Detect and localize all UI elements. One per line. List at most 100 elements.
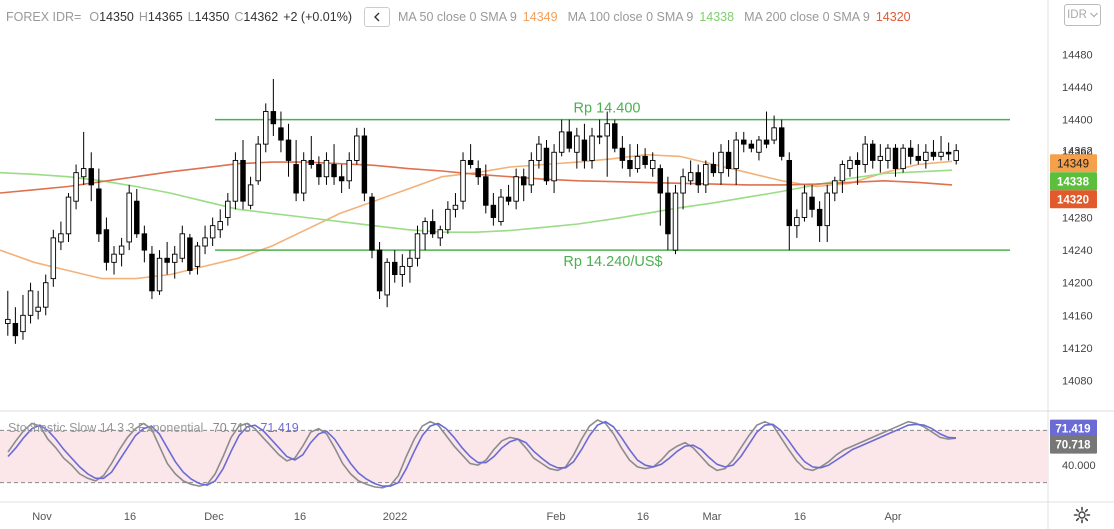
collapse-legend-button[interactable] <box>363 7 390 27</box>
candle-body[interactable] <box>695 172 701 186</box>
candle-body[interactable] <box>331 164 337 178</box>
candle-body[interactable] <box>505 196 512 202</box>
candle-body[interactable] <box>346 159 352 182</box>
candlesticks[interactable] <box>5 78 959 344</box>
candle-body[interactable] <box>513 176 519 202</box>
candle-body[interactable] <box>392 261 398 276</box>
candle-body[interactable] <box>437 229 443 239</box>
candle-body[interactable] <box>581 139 588 161</box>
candle-body[interactable] <box>642 155 648 165</box>
candle-body[interactable] <box>5 318 11 324</box>
candle-body[interactable] <box>88 168 94 186</box>
candle-body[interactable] <box>278 127 284 141</box>
currency-button[interactable]: IDR <box>1064 4 1101 26</box>
candle-body[interactable] <box>543 147 550 182</box>
candle-body[interactable] <box>657 168 664 194</box>
candle-body[interactable] <box>164 257 170 263</box>
candle-body[interactable] <box>376 249 383 292</box>
candle-body[interactable] <box>361 135 368 194</box>
candle-body[interactable] <box>498 196 504 223</box>
candle-body[interactable] <box>293 164 299 194</box>
candle-body[interactable] <box>612 123 618 149</box>
candle-body[interactable] <box>187 237 193 271</box>
candle-body[interactable] <box>475 168 481 178</box>
candle-body[interactable] <box>938 151 944 157</box>
candle-body[interactable] <box>338 176 345 182</box>
candle-body[interactable] <box>756 139 762 153</box>
candle-body[interactable] <box>452 204 459 210</box>
candle-body[interactable] <box>574 135 580 153</box>
candle-body[interactable] <box>171 253 178 263</box>
candle-body[interactable] <box>710 164 717 174</box>
candle-body[interactable] <box>634 155 641 170</box>
gear-icon[interactable] <box>1072 505 1092 525</box>
ma50-label[interactable]: MA 50 close 0 SMA 9 <box>397 10 517 24</box>
candle-body[interactable] <box>73 172 79 202</box>
candle-body[interactable] <box>134 200 140 235</box>
candle-body[interactable] <box>490 204 497 218</box>
candle-body[interactable] <box>627 159 633 170</box>
candle-body[interactable] <box>240 159 246 202</box>
candle-body[interactable] <box>900 147 906 170</box>
candle-body[interactable] <box>58 233 64 243</box>
candle-body[interactable] <box>915 155 921 161</box>
candle-body[interactable] <box>566 131 572 149</box>
candle-body[interactable] <box>225 200 231 218</box>
candle-body[interactable] <box>558 131 565 153</box>
candle-body[interactable] <box>778 127 785 157</box>
ma200-label[interactable]: MA 200 close 0 SMA 9 <box>744 10 870 24</box>
candle-body[interactable] <box>20 314 26 333</box>
support-resistance-lines[interactable]: Rp 14.400 Rp 14.240/US$ <box>215 101 1010 270</box>
candle-body[interactable] <box>907 147 914 157</box>
candle-body[interactable] <box>718 151 724 174</box>
candle-body[interactable] <box>27 290 34 316</box>
candle-body[interactable] <box>118 245 125 255</box>
candle-body[interactable] <box>445 208 451 231</box>
candle-body[interactable] <box>179 233 186 259</box>
candle-body[interactable] <box>870 143 876 161</box>
candle-body[interactable] <box>528 159 535 186</box>
candle-body[interactable] <box>536 143 542 161</box>
candle-body[interactable] <box>354 135 360 161</box>
candle-body[interactable] <box>43 282 49 308</box>
candle-body[interactable] <box>255 143 261 182</box>
candle-body[interactable] <box>877 155 884 161</box>
candle-body[interactable] <box>521 176 527 186</box>
candle-body[interactable] <box>460 159 466 202</box>
candle-body[interactable] <box>892 147 899 170</box>
candle-body[interactable] <box>399 265 406 276</box>
candle-body[interactable] <box>247 184 254 206</box>
candle-body[interactable] <box>763 139 770 145</box>
candle-body[interactable] <box>80 168 87 178</box>
candle-body[interactable] <box>824 192 830 227</box>
candle-body[interactable] <box>202 237 208 247</box>
candle-body[interactable] <box>156 257 163 292</box>
price-axis[interactable]: 1408014120141601420014240142801432014360… <box>1062 49 1096 472</box>
candle-body[interactable] <box>786 159 793 227</box>
candle-body[interactable] <box>945 151 952 155</box>
candle-body[interactable] <box>680 176 686 194</box>
candle-body[interactable] <box>111 253 117 263</box>
candle-body[interactable] <box>771 127 777 141</box>
candle-body[interactable] <box>923 151 929 161</box>
candle-body[interactable] <box>619 147 626 161</box>
candle-body[interactable] <box>263 111 269 145</box>
candle-body[interactable] <box>323 159 330 178</box>
candle-body[interactable] <box>407 257 413 267</box>
candle-body[interactable] <box>847 159 853 170</box>
candle-body[interactable] <box>65 196 72 235</box>
candle-body[interactable] <box>589 135 595 161</box>
candle-body[interactable] <box>741 139 747 145</box>
candle-body[interactable] <box>369 196 375 251</box>
candle-body[interactable] <box>300 159 307 194</box>
candle-body[interactable] <box>885 147 891 161</box>
candle-body[interactable] <box>414 233 421 259</box>
candle-body[interactable] <box>217 221 223 231</box>
candle-body[interactable] <box>149 253 155 292</box>
candle-body[interactable] <box>194 245 201 267</box>
candle-body[interactable] <box>725 151 732 170</box>
candle-body[interactable] <box>50 237 57 280</box>
candle-body[interactable] <box>953 150 959 161</box>
candle-body[interactable] <box>141 233 148 251</box>
